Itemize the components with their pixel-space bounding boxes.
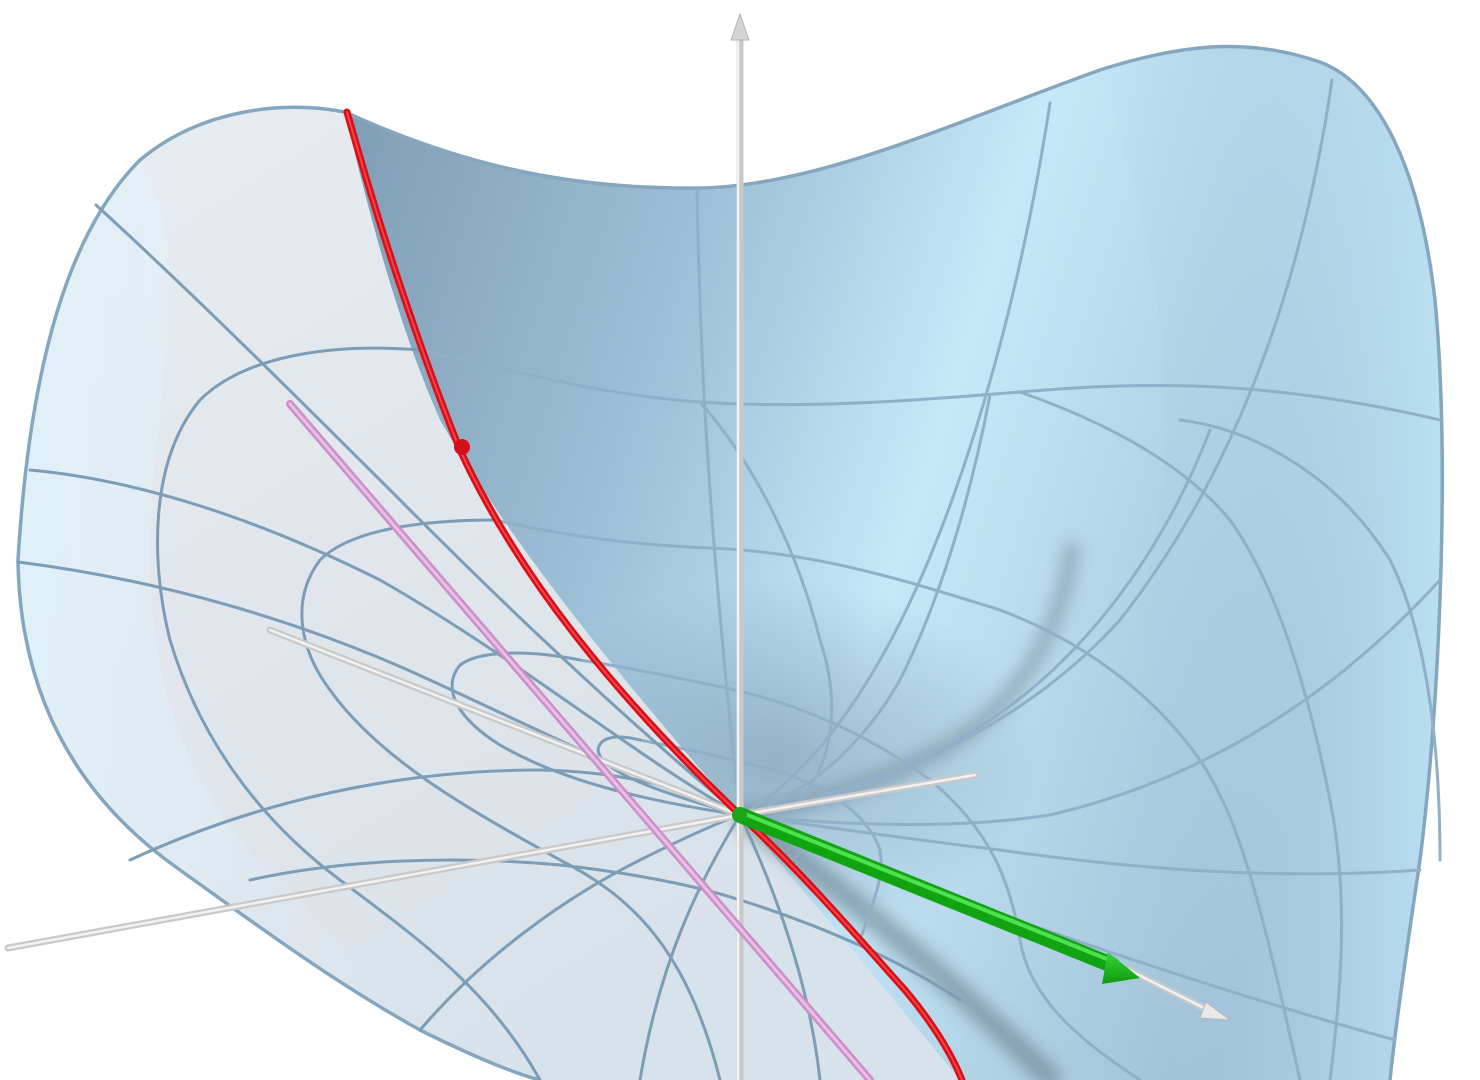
z-axis-arrowhead: [730, 12, 750, 41]
surface-right-highlight: [1100, 46, 1443, 1080]
surface-front: [18, 107, 960, 1080]
vector-shadow: [734, 809, 1061, 1080]
surface-outline: [344, 44, 1444, 1080]
gradient-vector-head: [1102, 952, 1140, 984]
surface-left-glow: [18, 160, 420, 1030]
surface-mesh: [16, 78, 1442, 1080]
curve-point: [454, 439, 470, 455]
gradient-vector: [732, 807, 1140, 984]
surface-outline-left: [16, 105, 541, 1080]
direction-arrowhead: [1199, 1001, 1232, 1021]
coordinate-axes: [4, 12, 979, 1080]
